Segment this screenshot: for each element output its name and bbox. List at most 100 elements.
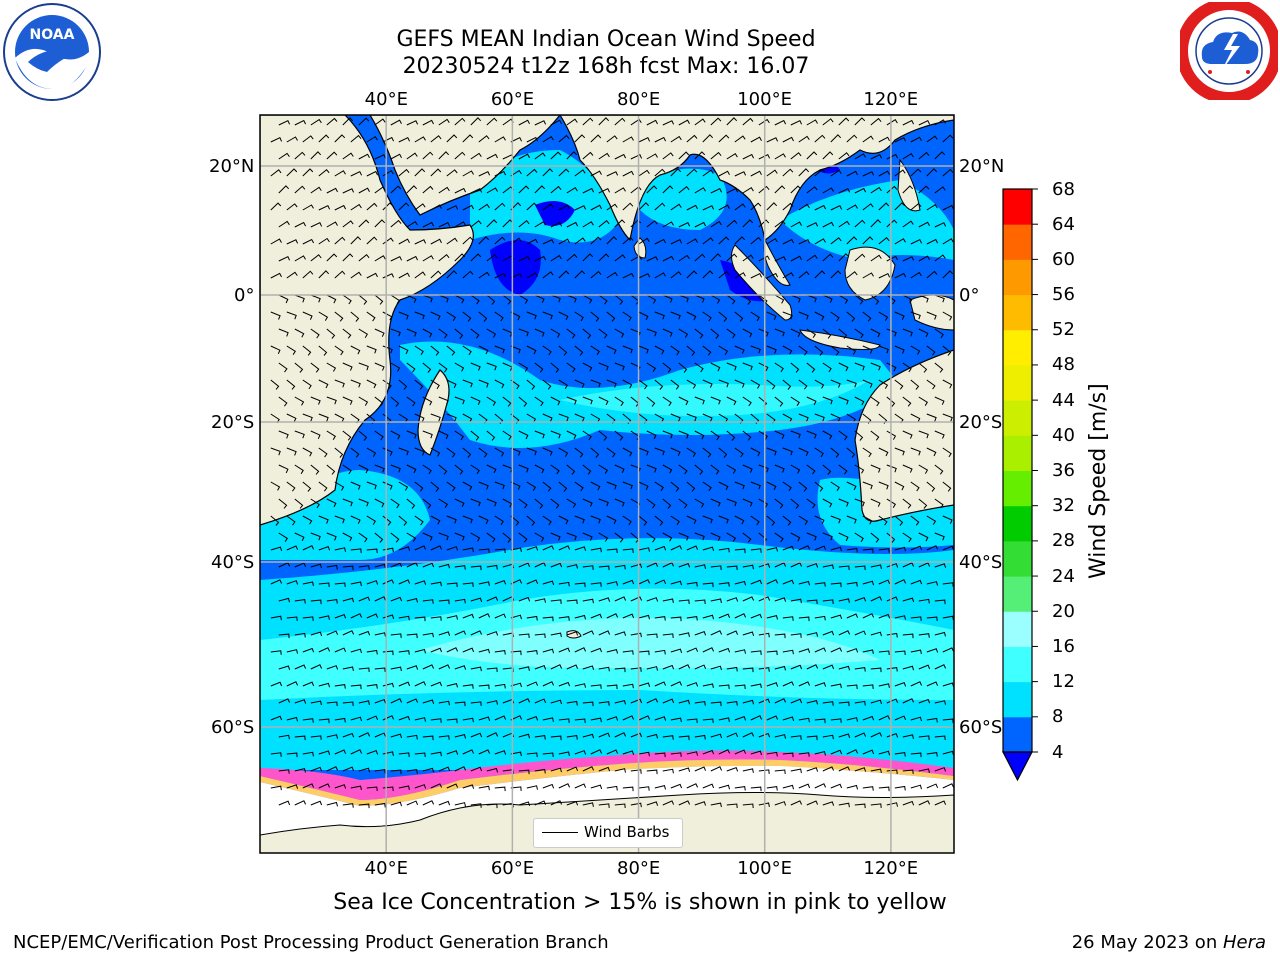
wind-barb — [694, 430, 705, 440]
wind-barb — [710, 294, 721, 304]
wind-barb — [622, 650, 634, 655]
wind-barb — [702, 749, 715, 755]
wind-barb — [726, 666, 738, 672]
wind-barb — [606, 648, 618, 654]
wind-barb — [726, 253, 738, 262]
wind-barb — [790, 430, 801, 439]
wind-barb — [518, 328, 529, 337]
wind-barb — [358, 732, 371, 738]
wind-barb — [838, 328, 848, 339]
wind-barb — [614, 564, 626, 570]
wind-barb — [326, 464, 336, 475]
wind-barb — [806, 632, 818, 637]
wind-barb — [774, 801, 787, 806]
wind-barb — [310, 222, 323, 228]
colorbar-tick-label: 16 — [1052, 635, 1075, 657]
wind-barb — [574, 447, 584, 458]
wind-barb — [670, 168, 682, 177]
wind-barb — [902, 532, 912, 543]
wind-barb — [278, 362, 288, 373]
wind-barb — [534, 464, 545, 474]
wind-barb — [854, 153, 866, 160]
wind-barb — [686, 379, 697, 389]
wind-barb — [430, 135, 442, 143]
wind-barb — [766, 715, 779, 721]
wind-barb — [638, 169, 650, 177]
wind-barb — [318, 447, 328, 458]
wind-barb — [294, 119, 307, 126]
wind-barb — [782, 136, 794, 143]
wind-barb — [790, 800, 803, 806]
wind-barb — [910, 784, 922, 790]
wind-barb — [734, 345, 745, 354]
wind-barb — [294, 699, 307, 704]
wind-barb — [910, 202, 922, 211]
wind-barb — [774, 328, 785, 337]
wind-barb — [398, 579, 411, 585]
wind-barb — [806, 498, 816, 509]
wind-barb — [486, 667, 498, 673]
colorbar-title: Wind Speed [m/s] — [1085, 382, 1111, 579]
wind-barb — [398, 168, 410, 177]
wind-barb — [454, 117, 466, 126]
wind-barb — [622, 715, 635, 721]
wind-barb — [702, 237, 714, 245]
lon-tick-top-1: 60°E — [490, 88, 535, 110]
wind-barb — [390, 185, 402, 194]
wind-barb — [814, 270, 826, 279]
wind-barb — [734, 203, 746, 211]
wind-barb — [398, 615, 410, 621]
wind-barb — [598, 253, 610, 262]
colorbar-extend-arrow — [1002, 751, 1033, 782]
wind-barb — [430, 168, 442, 177]
wind-barb — [286, 413, 297, 423]
wind-barb — [822, 464, 832, 475]
wind-barb — [774, 185, 786, 194]
wind-barb — [662, 664, 675, 670]
wind-barb — [590, 515, 601, 524]
wind-barb — [470, 152, 482, 160]
wind-barb — [662, 120, 675, 126]
wind-barb — [430, 783, 443, 789]
wind-barb — [638, 237, 650, 245]
wind-barb — [302, 204, 314, 211]
wind-barb — [686, 238, 698, 245]
wind-barb — [294, 185, 306, 194]
wind-barb — [342, 732, 355, 738]
wind-barb — [510, 169, 522, 177]
wind-barb — [742, 631, 755, 637]
wind-barb — [838, 630, 851, 636]
wind-barb — [294, 396, 305, 406]
wind-barb — [662, 221, 674, 228]
wind-barb — [790, 120, 803, 126]
wind-barb — [854, 362, 865, 371]
wind-barb — [622, 345, 633, 354]
wind-barb — [454, 498, 465, 508]
wind-barb — [606, 311, 616, 322]
wind-barb — [718, 515, 729, 524]
wind-barb — [406, 185, 418, 194]
wind-barb — [766, 345, 777, 354]
footer-date: 26 May 2023 on Hera — [1072, 932, 1266, 953]
wind-barb — [726, 362, 737, 371]
wind-barb — [742, 219, 754, 228]
wind-barb — [862, 203, 874, 211]
wind-barb — [614, 699, 626, 705]
wind-barb — [702, 515, 713, 524]
wind-barb — [678, 767, 691, 772]
wind-barb — [718, 749, 731, 755]
wind-barb — [814, 615, 826, 621]
wind-barb — [638, 715, 651, 721]
wind-barb — [390, 294, 400, 305]
wind-barb — [286, 784, 299, 789]
wind-barb — [846, 236, 858, 245]
wind-barb — [326, 362, 337, 372]
wind-barb — [862, 311, 872, 322]
wind-barb — [806, 328, 816, 338]
wind-barb — [654, 379, 664, 390]
wind-barb — [638, 579, 651, 585]
colorbar — [1002, 188, 1038, 782]
wind-barb — [366, 379, 377, 389]
wind-barb — [654, 413, 665, 423]
wind-barb — [310, 532, 321, 541]
